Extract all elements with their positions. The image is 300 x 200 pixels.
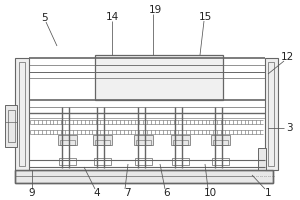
Bar bbox=[136, 140, 151, 145]
Bar bbox=[268, 62, 274, 166]
Text: 19: 19 bbox=[148, 5, 162, 15]
Bar bbox=[265, 58, 278, 170]
Text: 9: 9 bbox=[29, 188, 35, 198]
Text: 4: 4 bbox=[94, 188, 100, 198]
Bar bbox=[15, 170, 273, 183]
Text: 3: 3 bbox=[286, 123, 292, 133]
Text: 1: 1 bbox=[265, 188, 271, 198]
Bar bbox=[58, 135, 77, 145]
Bar bbox=[172, 158, 189, 165]
Bar bbox=[213, 140, 228, 145]
Bar bbox=[94, 158, 111, 165]
Bar bbox=[60, 140, 75, 145]
Bar bbox=[95, 55, 223, 100]
Text: 5: 5 bbox=[41, 13, 47, 23]
Bar bbox=[19, 62, 25, 166]
Bar bbox=[15, 58, 29, 170]
Bar bbox=[8, 110, 15, 142]
Text: 6: 6 bbox=[164, 188, 170, 198]
Bar bbox=[5, 105, 17, 147]
Text: 10: 10 bbox=[203, 188, 217, 198]
Text: 15: 15 bbox=[198, 12, 212, 22]
Bar bbox=[95, 140, 110, 145]
Bar bbox=[211, 135, 230, 145]
Bar bbox=[258, 148, 266, 170]
Text: 14: 14 bbox=[105, 12, 119, 22]
Bar bbox=[171, 135, 190, 145]
Bar bbox=[93, 135, 112, 145]
Text: 12: 12 bbox=[280, 52, 294, 62]
Bar bbox=[173, 140, 188, 145]
Bar bbox=[134, 135, 153, 145]
Text: 7: 7 bbox=[124, 188, 130, 198]
Bar bbox=[212, 158, 229, 165]
Bar bbox=[59, 158, 76, 165]
Bar bbox=[135, 158, 152, 165]
